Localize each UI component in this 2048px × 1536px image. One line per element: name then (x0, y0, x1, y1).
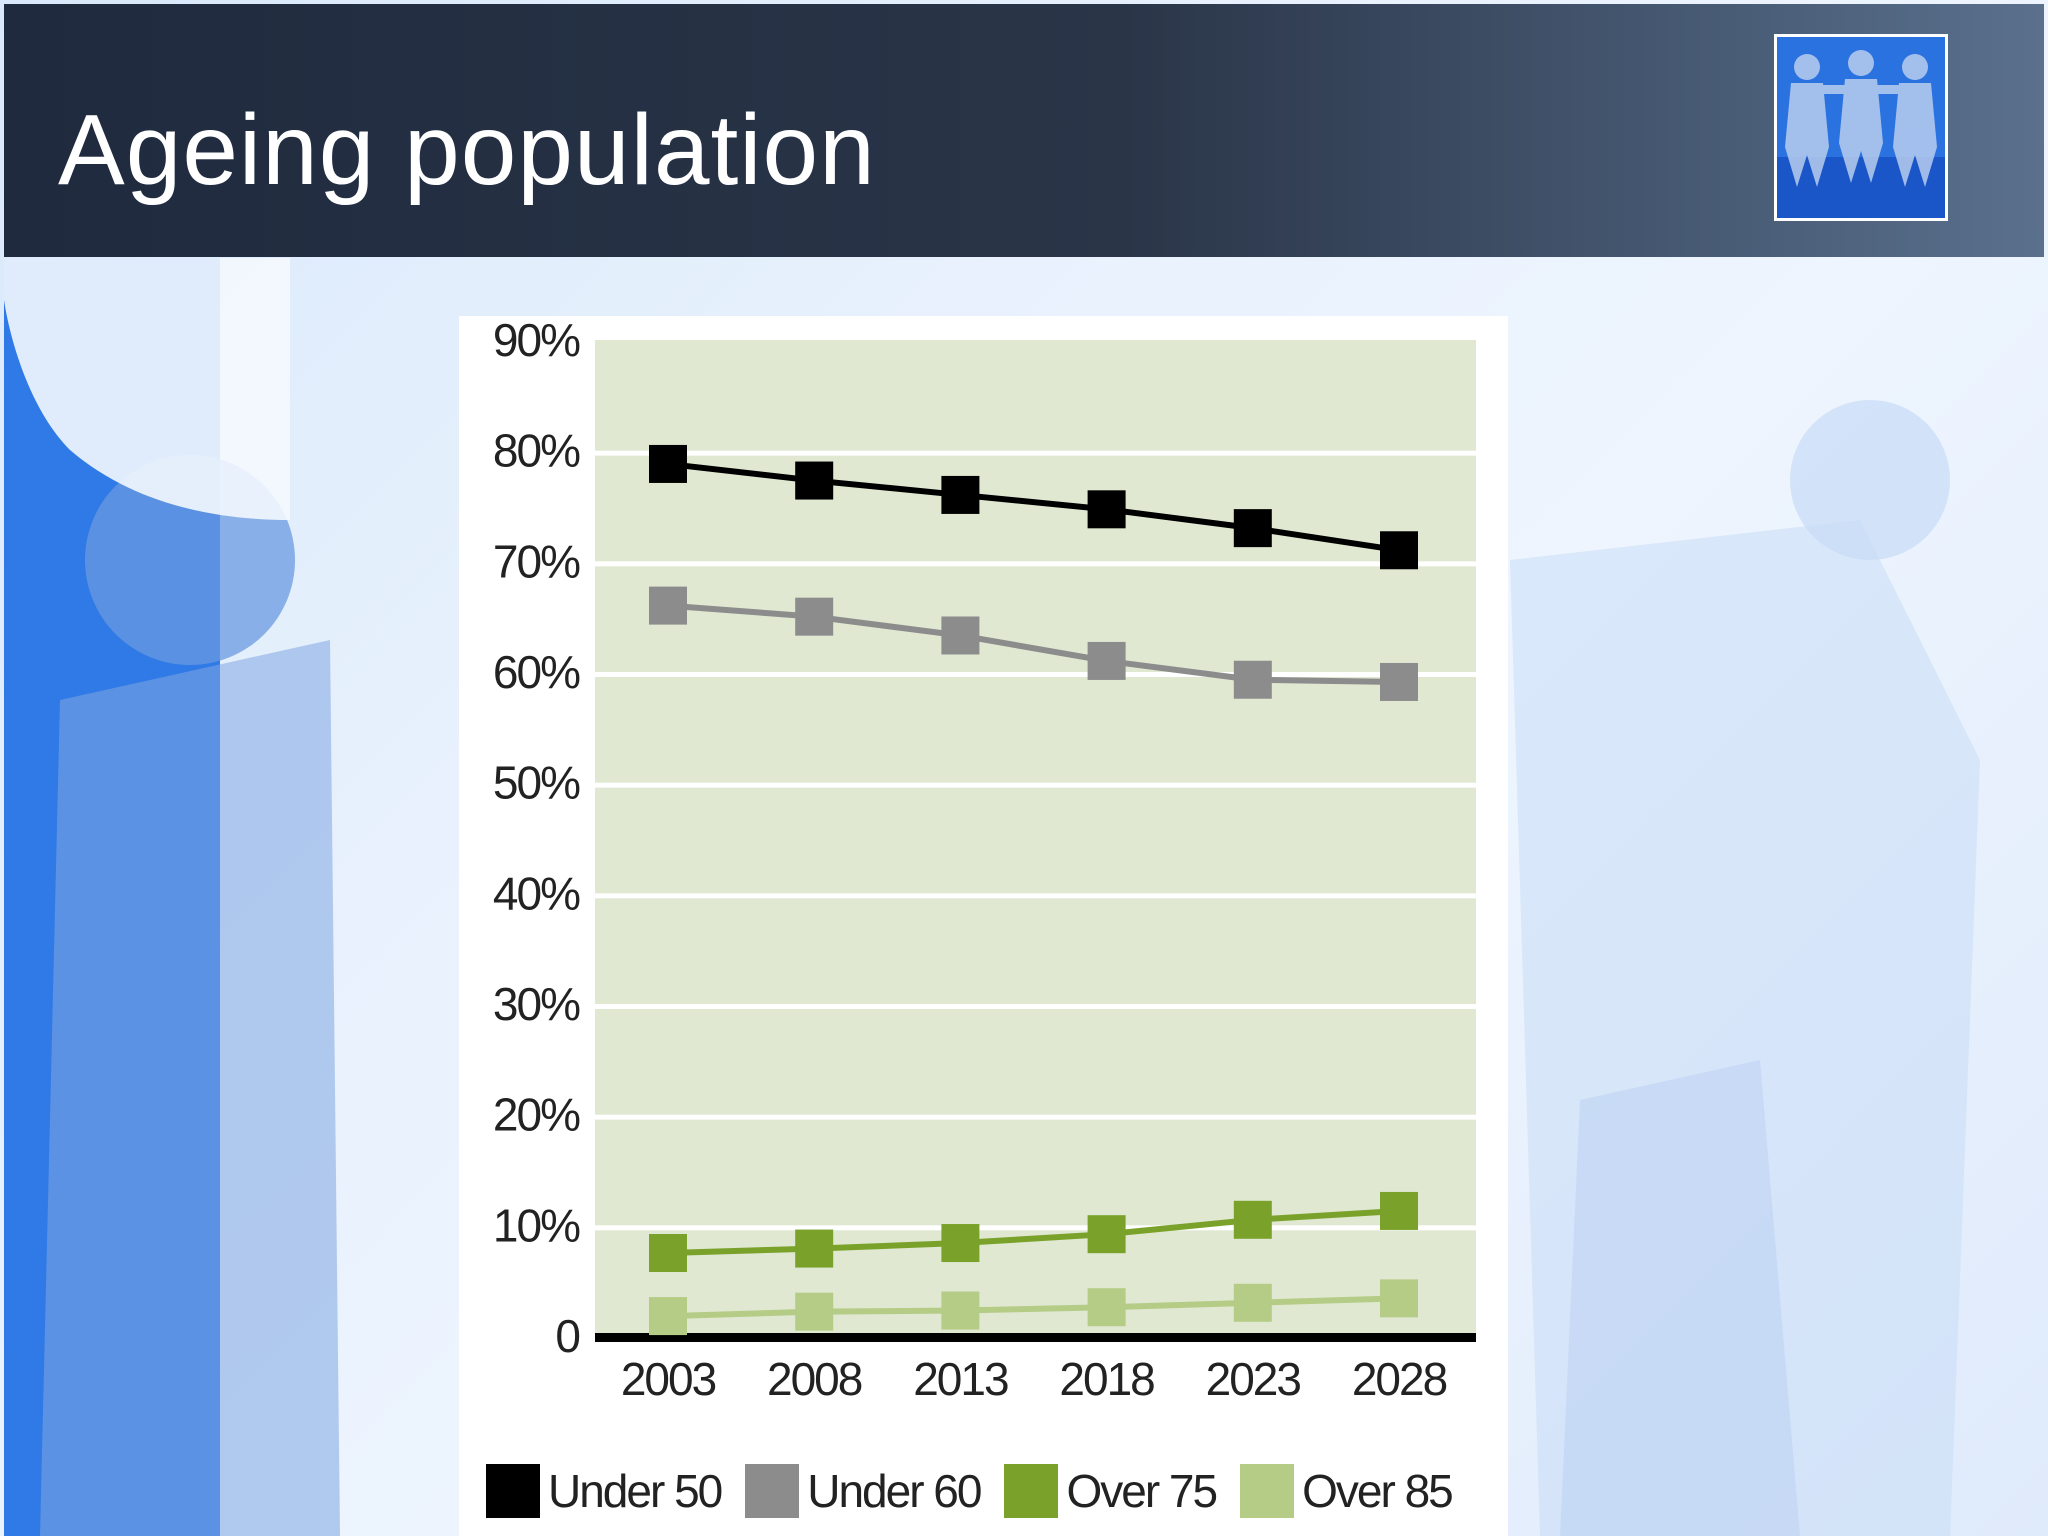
plot-bands (595, 340, 1476, 1342)
y-tick-label: 20% (493, 1089, 580, 1141)
plot-band (595, 898, 1476, 1004)
data-point (1233, 1200, 1272, 1239)
x-axis-baseline (595, 1333, 1476, 1342)
data-point (1087, 1288, 1126, 1327)
y-tick-label: 60% (493, 646, 580, 698)
slide-title: Ageing population (58, 94, 876, 206)
y-tick-label: 90% (493, 316, 580, 366)
legend-label-over-85: Over 85 (1302, 1465, 1454, 1517)
x-tick-label: 2003 (621, 1353, 716, 1405)
plot-band (595, 1009, 1476, 1115)
y-axis-ticks: 0 10% 20% 30% 40% 50% 60% 70% 80% 90% (493, 316, 582, 1362)
plot-band (595, 1230, 1476, 1336)
paper-people-chain-icon (1777, 37, 1945, 218)
data-point (941, 616, 980, 655)
x-axis-ticks: 2003 2008 2013 2018 2023 2028 (621, 1353, 1449, 1405)
plot-band (595, 677, 1476, 783)
data-point (1233, 1283, 1272, 1322)
x-tick-label: 2013 (913, 1353, 1008, 1405)
legend-swatch-over-85 (1240, 1464, 1295, 1518)
data-point (1380, 1279, 1418, 1318)
legend-item-under-60: Under 60 (745, 1464, 982, 1518)
legend-label-under-60: Under 60 (807, 1465, 982, 1517)
series-line (667, 602, 1400, 685)
series-line (667, 1207, 1400, 1256)
legend-item-over-75: Over 75 (1004, 1464, 1218, 1518)
chart-panel: 0 10% 20% 30% 40% 50% 60% 70% 80% 90% 2003 2008 201… (459, 316, 1508, 1536)
y-tick-label: 10% (493, 1199, 580, 1251)
data-point (649, 444, 687, 483)
x-tick-label: 2023 (1206, 1353, 1301, 1405)
data-point (795, 1229, 834, 1268)
data-point (1380, 531, 1418, 570)
data-point (1380, 1191, 1418, 1230)
plot-band (595, 1119, 1476, 1226)
bg-arc-highlight (4, 258, 290, 520)
plot-band (595, 340, 1476, 451)
y-tick-label: 30% (493, 978, 580, 1030)
line-chart: 0 10% 20% 30% 40% 50% 60% 70% 80% 90% 2003 2008 201… (493, 316, 1476, 1405)
data-point (1087, 490, 1126, 529)
data-point (649, 586, 687, 625)
x-tick-label: 2018 (1059, 1353, 1154, 1405)
data-point (941, 1291, 980, 1330)
data-point (795, 597, 834, 636)
y-tick-label: 0 (555, 1310, 579, 1362)
data-point (649, 1297, 687, 1336)
data-point (1087, 641, 1126, 680)
data-point (1380, 662, 1418, 701)
data-point (1233, 660, 1272, 699)
y-tick-label: 50% (493, 757, 580, 809)
legend-swatch-over-75 (1004, 1464, 1059, 1518)
legend-swatch-under-60 (745, 1464, 800, 1518)
y-tick-label: 80% (493, 425, 580, 477)
paper-people-logo (1774, 34, 1948, 221)
chart-legend: Under 50 Under 60 Over 75 Over 85 (486, 1463, 1476, 1519)
bg-figure-body-left (40, 640, 340, 1536)
series-points (649, 444, 1418, 1336)
bg-figure-head-right (1790, 400, 1950, 560)
data-point (1233, 509, 1272, 548)
data-point (795, 1292, 834, 1331)
series-line (667, 1295, 1400, 1320)
plot-band (595, 787, 1476, 894)
y-tick-label: 70% (493, 535, 580, 587)
series-lines (667, 460, 1400, 1320)
legend-item-over-85: Over 85 (1240, 1464, 1454, 1518)
legend-label-under-50: Under 50 (548, 1465, 723, 1517)
bg-figure-legs-right (1560, 1060, 1800, 1536)
x-tick-label: 2028 (1352, 1353, 1447, 1405)
plot-band (595, 566, 1476, 672)
data-point (941, 475, 980, 514)
data-point (649, 1234, 687, 1272)
series-line (667, 460, 1400, 554)
x-tick-label: 2008 (767, 1353, 862, 1405)
legend-label-over-75: Over 75 (1066, 1465, 1218, 1517)
legend-swatch-under-50 (486, 1464, 540, 1518)
y-tick-label: 40% (493, 867, 580, 919)
data-point (1087, 1215, 1126, 1254)
slide-header: Ageing population (4, 4, 2044, 257)
data-point (941, 1224, 980, 1263)
data-point (795, 461, 834, 500)
legend-item-under-50: Under 50 (486, 1464, 723, 1518)
